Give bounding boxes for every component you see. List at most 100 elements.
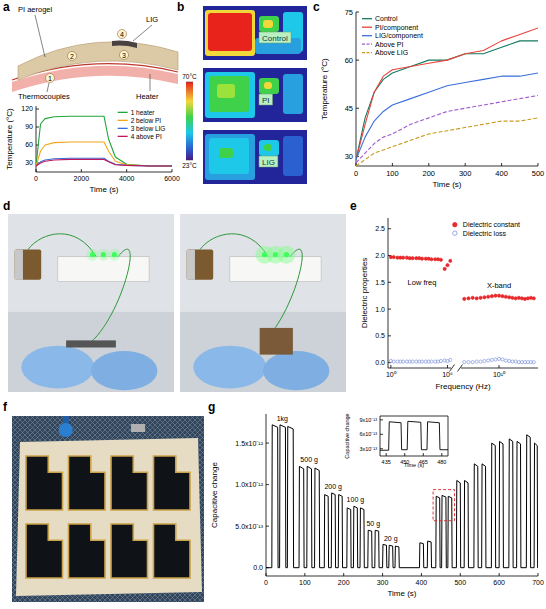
series-line [36, 142, 172, 166]
x-tick [81, 169, 82, 172]
x-axis-title: Time (s) [387, 589, 416, 598]
battery [187, 250, 214, 280]
point [514, 297, 517, 300]
y-axis-title: Temperature (°C) [320, 58, 329, 120]
x-tick [423, 453, 424, 456]
x-tick [538, 573, 539, 576]
leader-line [35, 15, 45, 57]
point [494, 294, 497, 297]
x-tick-label: 435 [382, 459, 391, 465]
clip [131, 424, 145, 432]
table [180, 312, 346, 392]
point [501, 295, 504, 298]
leader-line [133, 25, 152, 41]
y-tick [356, 60, 359, 61]
point [439, 258, 442, 261]
legend-swatch [362, 18, 372, 19]
sensor [69, 456, 106, 510]
y-tick-label: 30 [25, 159, 33, 166]
plot-data [36, 116, 172, 166]
y-tick-label: 45 [345, 104, 353, 113]
marker-label: 3 [122, 52, 126, 59]
x-tick [428, 163, 429, 166]
x-tick [499, 573, 500, 576]
y-tick-label: 1.0x10⁻¹² [235, 481, 263, 488]
plot-data [380, 421, 448, 450]
led [90, 252, 95, 257]
image-label: PI [262, 96, 270, 105]
point [446, 264, 449, 267]
legend-label: 4 above PI [131, 133, 162, 140]
photo [8, 214, 174, 392]
panel-letter: g [208, 400, 215, 414]
x-axis [36, 172, 172, 173]
thermal-region [209, 76, 249, 112]
figure: abcdefgPI aerogelLIGHeaterThermocouples1… [0, 0, 546, 609]
plot-data [389, 256, 452, 364]
point [463, 361, 466, 364]
x-tick-label: 300 [459, 169, 472, 178]
frame-top [380, 416, 448, 417]
point [511, 296, 514, 299]
x-axis-title: Time (s) [404, 462, 424, 468]
battery-cap [15, 250, 23, 280]
y-tick-label: 0.0 [253, 564, 263, 571]
thermal-image: LIG [203, 130, 307, 184]
y-tick [356, 12, 359, 13]
point [402, 360, 405, 363]
plot-data [463, 294, 536, 364]
led [112, 252, 117, 257]
x-axis [380, 456, 448, 457]
colorbar-label: 23°C [182, 162, 197, 169]
point [479, 296, 482, 299]
legend-label: Dielectric loss [463, 230, 507, 237]
point [517, 361, 520, 364]
colorbar [186, 82, 193, 160]
sample [260, 328, 293, 355]
x-axis [266, 576, 538, 577]
annotation: 200 g [324, 483, 342, 491]
wire [91, 249, 130, 342]
y-tick [356, 108, 359, 109]
series-line [380, 421, 448, 450]
x-tick-label: 100 [386, 169, 399, 178]
chart: 010020030040050030456075Time (s)Temperat… [320, 8, 544, 189]
marker-label: 1 [48, 75, 52, 82]
legend-label: LIG/component [375, 32, 423, 40]
y-tick [266, 484, 269, 485]
led [273, 252, 278, 257]
thermal-region [259, 16, 279, 32]
point [532, 361, 535, 364]
chart: 4354504654803x10⁻¹³6x10⁻¹³9x10⁻¹³Time (s… [344, 413, 448, 468]
diagram-label: Heater [136, 92, 159, 101]
x-tick [343, 573, 344, 576]
x-tick-label: 200 [423, 169, 436, 178]
plot-data [356, 28, 538, 166]
series-line [36, 116, 172, 166]
x-tick-label: 400 [416, 579, 428, 586]
series-line [36, 159, 172, 166]
legend-label: Dielectric constant [463, 221, 520, 228]
annotation: 1kg [277, 415, 288, 423]
thermal-bg [203, 68, 307, 122]
panel-letter: d [3, 199, 10, 213]
x-tick [392, 163, 393, 166]
y-tick [388, 309, 391, 310]
x-tick-label: 200 [338, 579, 350, 586]
y-tick [36, 109, 39, 110]
point [475, 297, 478, 300]
connector [59, 423, 73, 437]
y-tick [380, 448, 383, 449]
image-label: Control [262, 34, 288, 43]
led [101, 252, 106, 257]
y-axis-title: Capacitive change [344, 413, 350, 458]
sensor [26, 456, 63, 510]
point [439, 359, 442, 362]
x-tick-label: 300 [377, 579, 389, 586]
legend-swatch [118, 128, 128, 129]
y-tick-label: 2.0 [375, 252, 385, 259]
marker-label: 4 [120, 31, 124, 38]
thermal-bg [203, 130, 307, 184]
photo [180, 214, 346, 392]
point [497, 357, 500, 360]
